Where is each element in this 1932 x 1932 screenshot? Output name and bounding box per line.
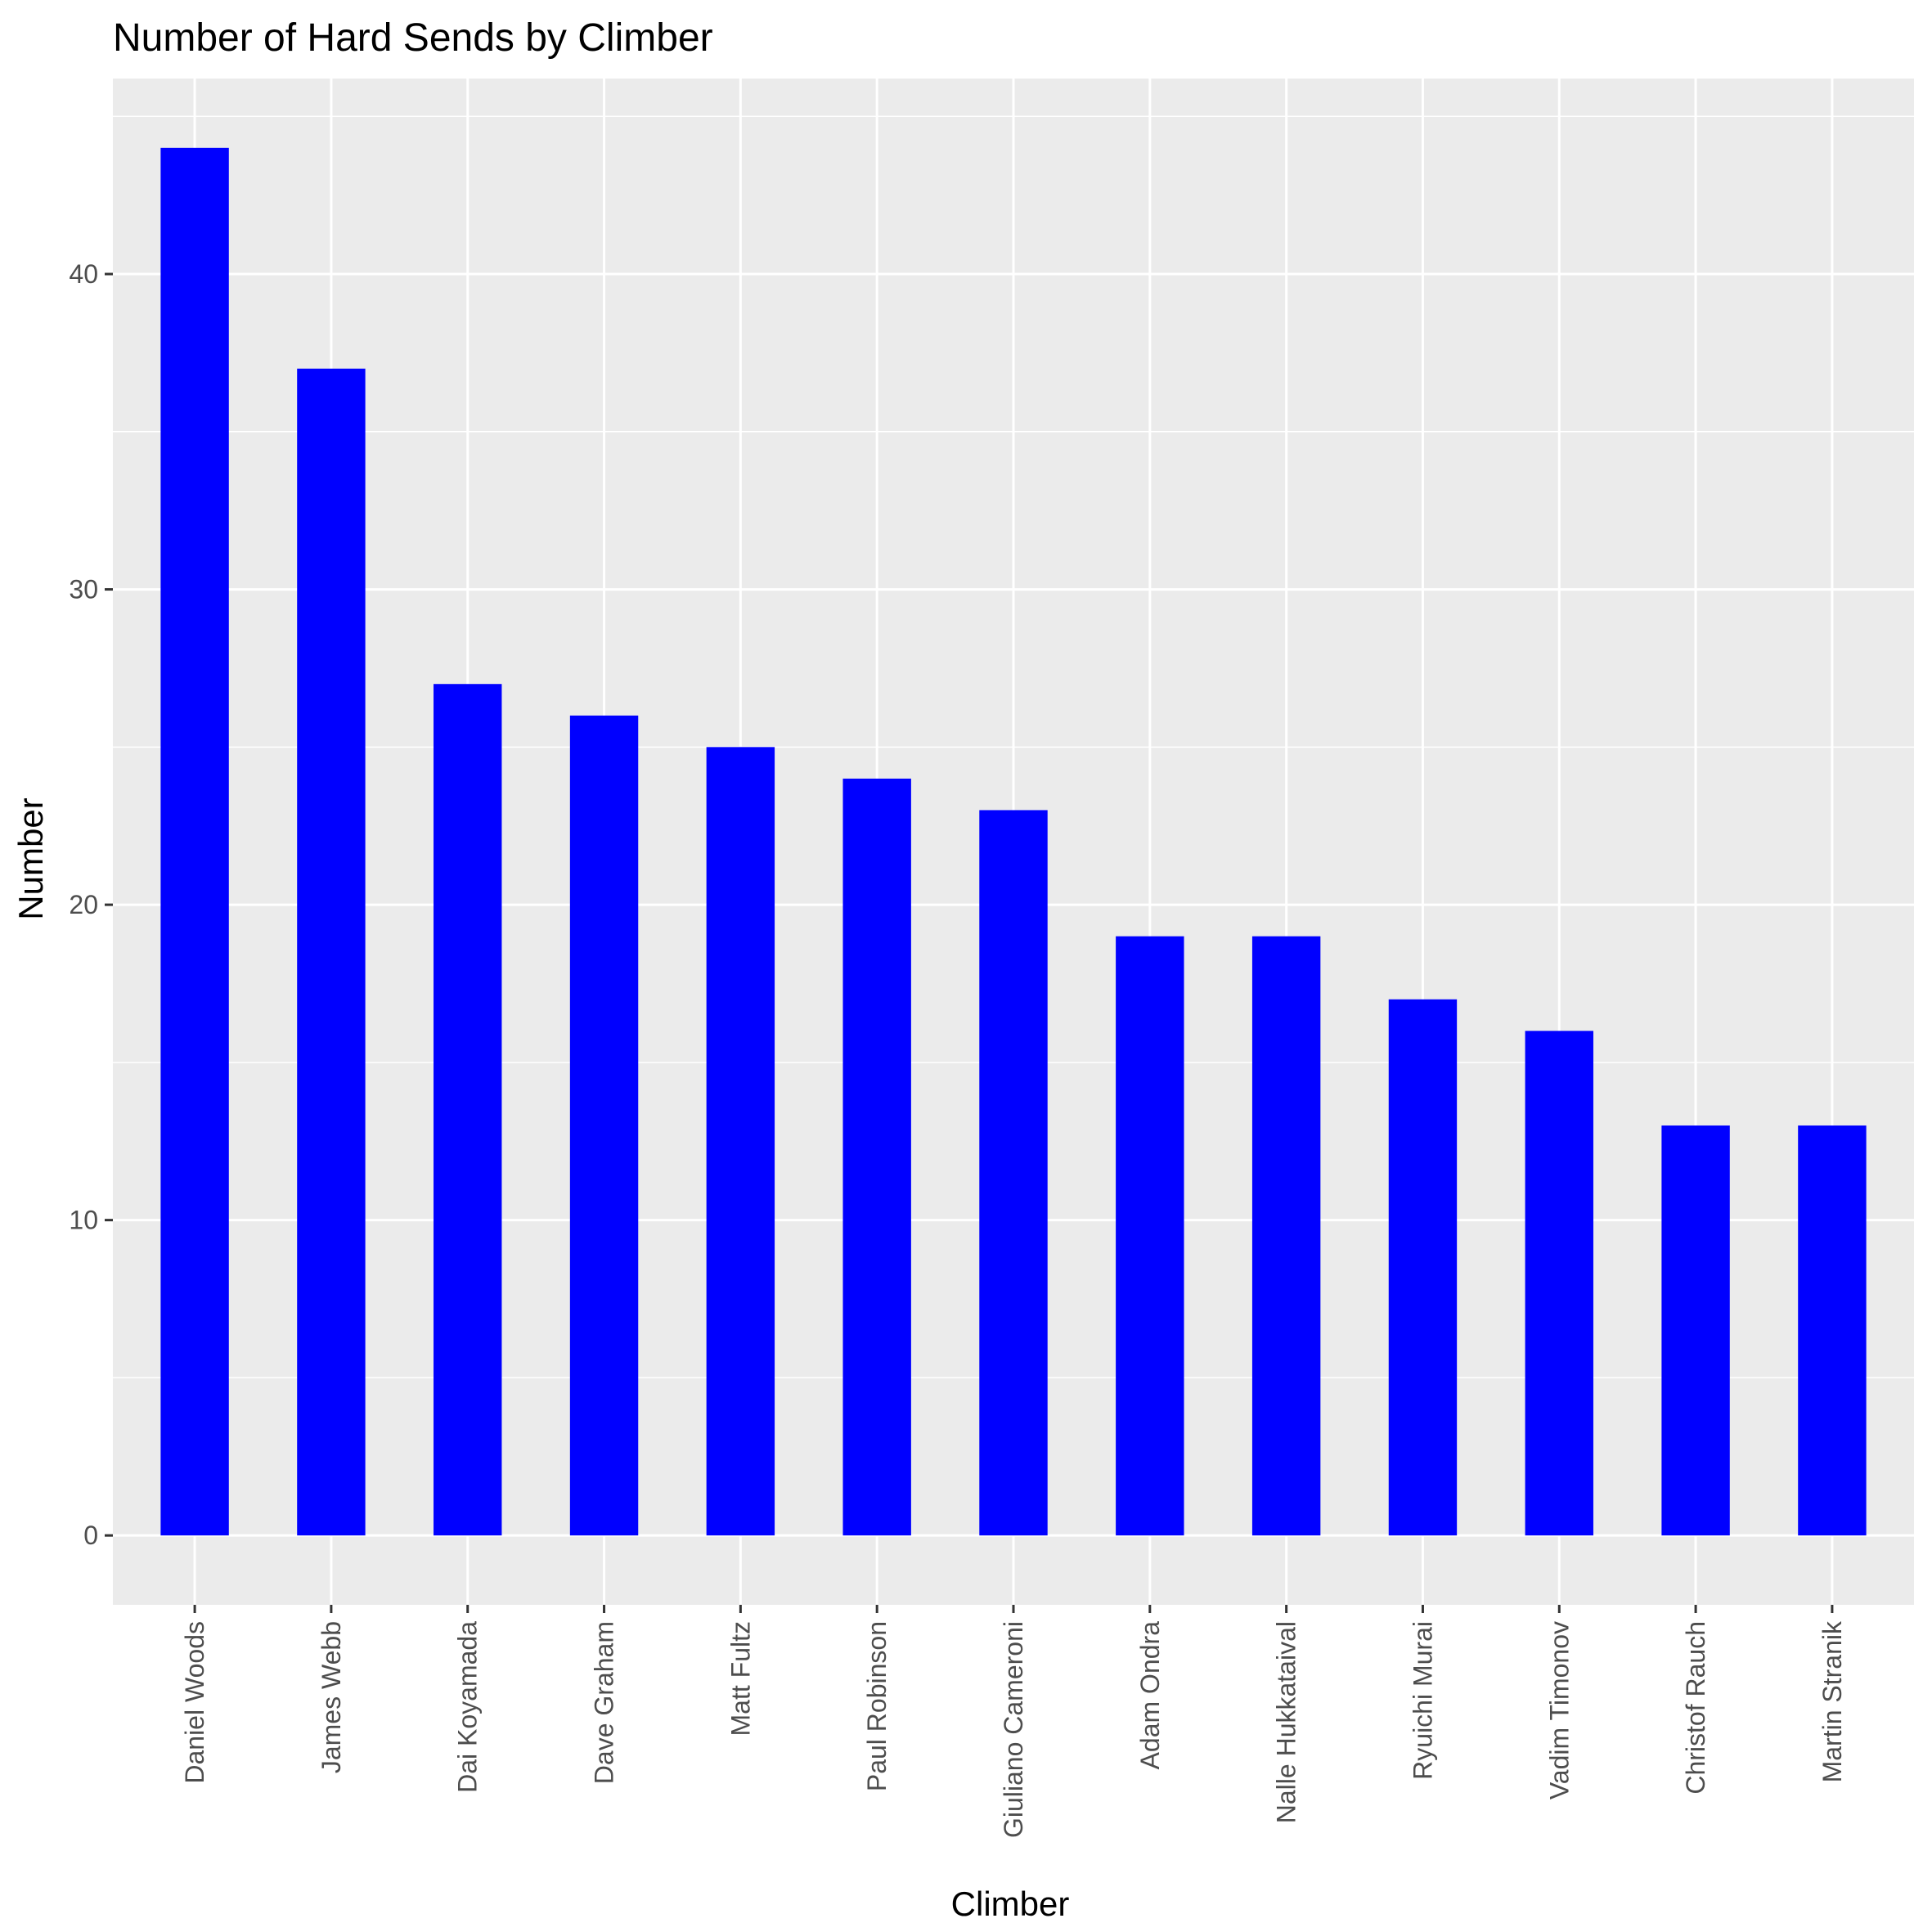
y-tick-label: 30 [69, 575, 98, 604]
x-tick-label: Martin Stranik [1817, 1620, 1847, 1782]
x-tick-label: Nalle Hukkataival [1272, 1621, 1301, 1823]
bar [297, 368, 366, 1536]
bar [569, 715, 639, 1536]
bar [1388, 999, 1458, 1536]
bar [1661, 1125, 1730, 1536]
x-tick-label: Dai Koyamada [453, 1621, 483, 1793]
y-axis-title: Number [11, 798, 50, 919]
bar [434, 684, 502, 1536]
bar [842, 778, 911, 1536]
y-tick-label: 10 [69, 1206, 98, 1235]
x-tick-label: Vadim Timonov [1544, 1621, 1574, 1799]
x-axis-title: Climber [951, 1885, 1070, 1923]
y-axis: 0 10 20 30 40 [69, 259, 113, 1550]
bar [1798, 1125, 1867, 1536]
x-tick-label: Matt Fultz [726, 1621, 755, 1736]
y-tick-label: 40 [69, 259, 98, 289]
y-tick-label: 20 [69, 890, 98, 919]
x-tick-label: Christof Rauch [1681, 1621, 1710, 1795]
x-tick-label: James Webb [317, 1621, 346, 1773]
x-tick-label: Ryuichi Murai [1408, 1621, 1437, 1780]
bar [160, 147, 229, 1536]
bar [979, 810, 1048, 1536]
bar [1525, 1031, 1593, 1536]
x-axis: Daniel Woods James Webb Dai Koyamada Dave G… [180, 1605, 1847, 1838]
bar [1116, 936, 1184, 1536]
bar [706, 747, 775, 1536]
x-tick-label: Giuliano Cameroni [999, 1621, 1028, 1838]
x-tick-label: Dave Graham [590, 1621, 619, 1784]
x-tick-label: Adam Ondra [1135, 1621, 1165, 1770]
x-tick-label: Daniel Woods [180, 1621, 209, 1784]
chart-title: Number of Hard Sends by Climber [113, 16, 713, 60]
bar [1251, 936, 1321, 1536]
x-tick-label: Paul Robinson [862, 1621, 892, 1791]
y-tick-label: 0 [83, 1521, 98, 1550]
bars [160, 147, 1867, 1536]
